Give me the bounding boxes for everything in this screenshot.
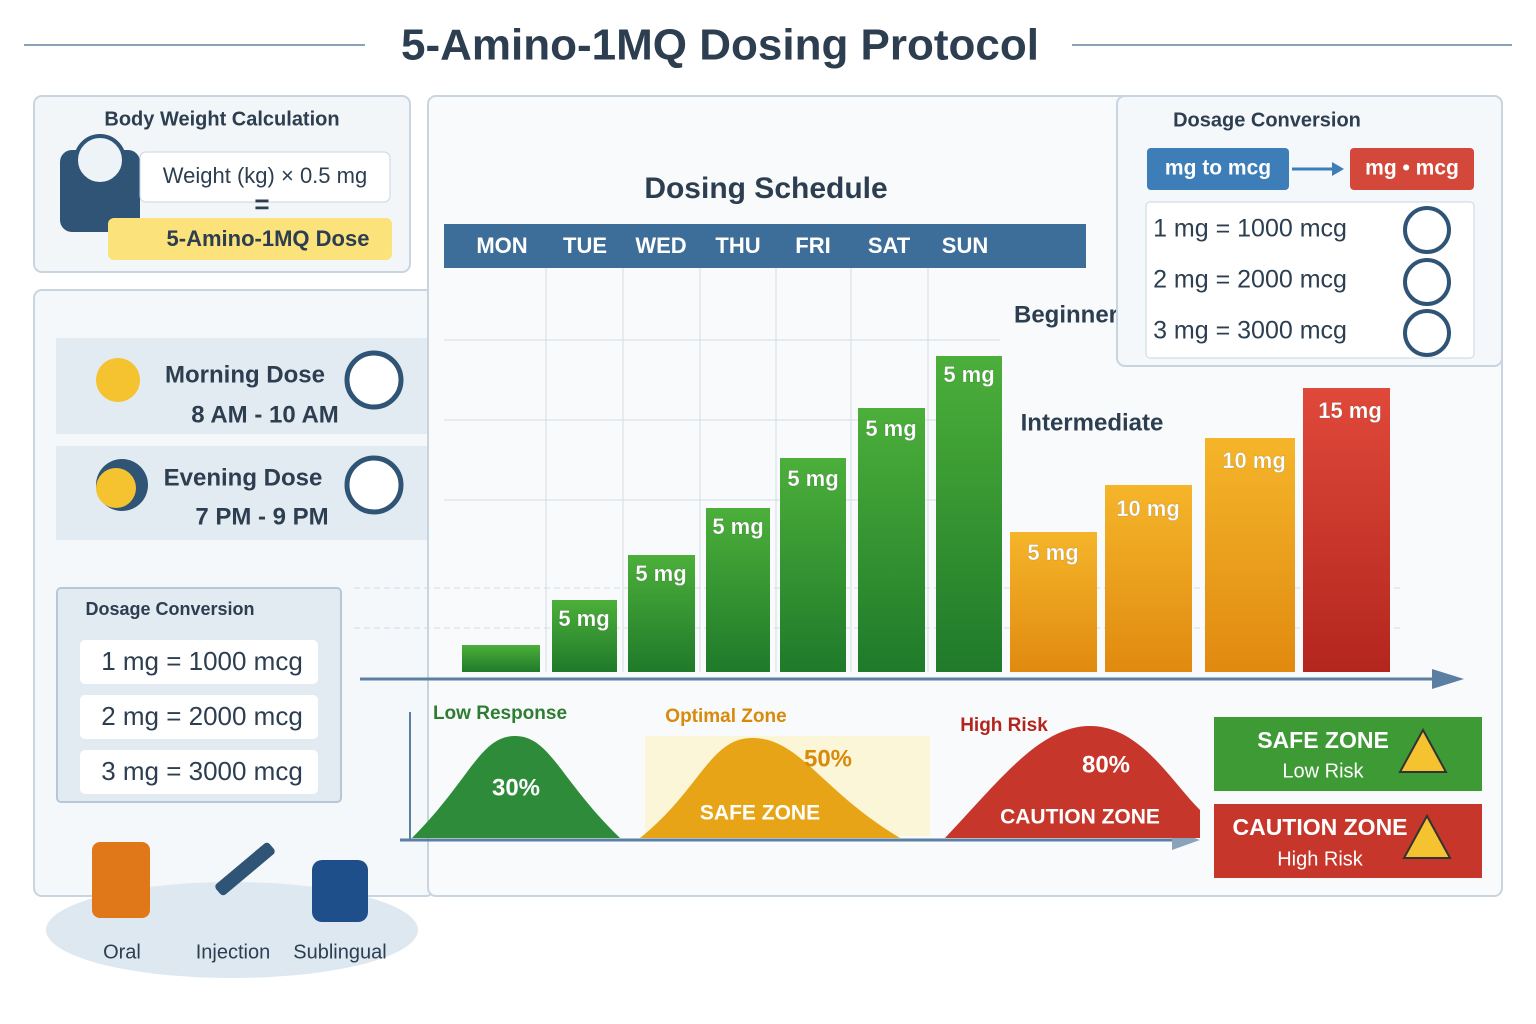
legend-sub: Low Risk bbox=[1282, 760, 1364, 782]
syringe-icon bbox=[215, 842, 275, 896]
axis-arrow bbox=[1432, 669, 1464, 689]
dropper-icon bbox=[312, 860, 368, 922]
legend-title: CAUTION ZONE bbox=[1232, 814, 1407, 840]
clock-icon bbox=[1403, 309, 1451, 357]
bar-label: 5 mg bbox=[943, 362, 994, 387]
schedule-heading: Dosing Schedule bbox=[644, 172, 887, 205]
arrow bbox=[1332, 162, 1344, 176]
legend-box bbox=[1214, 717, 1482, 791]
row-box bbox=[80, 695, 318, 739]
bar-label: 5 mg bbox=[635, 561, 686, 586]
sun-icon bbox=[96, 358, 140, 402]
day-label: SAT bbox=[868, 233, 911, 258]
legend-title: SAFE ZONE bbox=[1257, 727, 1389, 753]
day-label: MON bbox=[476, 233, 527, 258]
clock-icon bbox=[1403, 258, 1451, 306]
zone-label: High Risk bbox=[960, 715, 1048, 736]
row-box bbox=[80, 640, 318, 684]
zone-band-label: SAFE ZONE bbox=[700, 802, 820, 825]
button bbox=[1350, 148, 1474, 190]
legend-sub: High Risk bbox=[1277, 848, 1364, 870]
bar bbox=[1105, 485, 1192, 672]
formula: Weight (kg) × 0.5 mg bbox=[163, 163, 367, 188]
conversion-row: 3 mg = 3000 mcg bbox=[101, 756, 303, 786]
zone-curve bbox=[640, 738, 900, 838]
scale-dial bbox=[74, 134, 126, 186]
from-label: mg to mcg bbox=[1165, 157, 1271, 180]
equals: = bbox=[254, 189, 269, 219]
conversion-row: 1 mg = 1000 mcg bbox=[101, 646, 303, 676]
clock-icon bbox=[1403, 206, 1451, 254]
bar bbox=[858, 408, 925, 672]
bar bbox=[462, 645, 540, 672]
bottle-icon bbox=[92, 842, 150, 918]
bar-label: 10 mg bbox=[1222, 448, 1286, 473]
bar-label: 5 mg bbox=[712, 514, 763, 539]
bar bbox=[1205, 438, 1295, 672]
result-box bbox=[108, 218, 392, 260]
panel-heading: Body Weight Calculation bbox=[104, 108, 339, 130]
level-label: Beginner bbox=[1014, 301, 1118, 328]
zone-percent: 30% bbox=[492, 774, 540, 801]
result: 5-Amino-1MQ Dose bbox=[167, 226, 370, 251]
zone-percent: 50% bbox=[804, 745, 852, 772]
bar bbox=[552, 600, 617, 672]
day-label: SUN bbox=[942, 233, 988, 258]
clock-icon bbox=[344, 350, 404, 410]
clock-icon bbox=[344, 455, 404, 515]
dose-label: Morning Dose bbox=[165, 361, 325, 388]
day-header bbox=[444, 224, 1086, 268]
bar bbox=[706, 508, 770, 672]
zone-curve bbox=[412, 736, 620, 838]
table bbox=[1145, 201, 1475, 359]
bar-label: 5 mg bbox=[1027, 540, 1078, 565]
button bbox=[1147, 148, 1289, 190]
day-label: TUE bbox=[563, 233, 607, 258]
dose-time: 8 AM - 10 AM bbox=[191, 401, 339, 428]
day-label: THU bbox=[715, 233, 760, 258]
zone-band-label: CAUTION ZONE bbox=[1000, 806, 1160, 829]
conversion-row: 3 mg = 3000 mcg bbox=[1153, 317, 1347, 345]
warning-icon bbox=[1398, 727, 1448, 773]
conversion-row: 2 mg = 2000 mcg bbox=[101, 701, 303, 731]
panel-heading: Dosage Conversion bbox=[1173, 109, 1361, 131]
bar bbox=[936, 356, 1002, 672]
row-box bbox=[80, 750, 318, 794]
route-label: Sublingual bbox=[293, 941, 386, 963]
title: 5-Amino-1MQ Dosing Protocol bbox=[401, 21, 1039, 70]
moon-icon bbox=[96, 468, 136, 508]
panel-heading: Dosage Conversion bbox=[85, 599, 254, 619]
conversion-row: 2 mg = 2000 mcg bbox=[1153, 266, 1347, 294]
zone-curve bbox=[945, 726, 1200, 838]
day-label: FRI bbox=[795, 233, 830, 258]
conversion-row: 1 mg = 1000 mcg bbox=[1153, 215, 1347, 243]
to-label: mg • mcg bbox=[1365, 157, 1459, 180]
bar bbox=[780, 458, 846, 672]
bar bbox=[628, 555, 695, 672]
warning-icon bbox=[1402, 813, 1452, 859]
bar bbox=[1010, 532, 1097, 672]
bar-label: 5 mg bbox=[787, 466, 838, 491]
bar-label: 5 mg bbox=[558, 606, 609, 631]
bar bbox=[1303, 388, 1390, 672]
zone-label: Low Response bbox=[433, 703, 567, 724]
zone-label: Optimal Zone bbox=[665, 706, 786, 727]
route-label: Oral bbox=[103, 941, 141, 963]
level-label: Intermediate bbox=[1021, 409, 1164, 436]
bar-label: 15 mg bbox=[1318, 398, 1382, 423]
bar-label: 5 mg bbox=[865, 416, 916, 441]
route-label: Injection bbox=[196, 941, 271, 963]
formula-box bbox=[139, 151, 391, 203]
day-label: WED bbox=[635, 233, 686, 258]
zone-percent: 80% bbox=[1082, 751, 1130, 778]
dose-time: 7 PM - 9 PM bbox=[195, 503, 328, 530]
dose-label: Evening Dose bbox=[164, 464, 323, 491]
bar-label: 10 mg bbox=[1116, 496, 1180, 521]
